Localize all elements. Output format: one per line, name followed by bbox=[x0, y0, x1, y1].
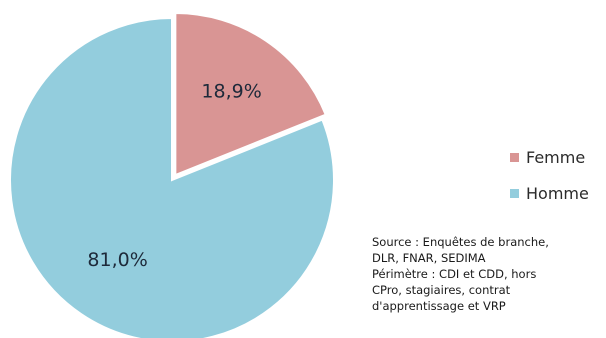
legend-item-homme: Homme bbox=[510, 181, 589, 205]
legend-swatch-homme bbox=[510, 188, 519, 198]
scope-note-line: d'apprentissage et VRP bbox=[372, 299, 506, 313]
data-label-femme: 18,9% bbox=[201, 80, 261, 102]
legend: Femme Homme bbox=[510, 145, 589, 217]
source-note: Source : Enquêtes de branche, DLR, FNAR,… bbox=[372, 234, 604, 314]
legend-swatch-femme bbox=[510, 152, 519, 162]
scope-note-line: CPro, stagiaires, contrat bbox=[372, 283, 511, 297]
pie-slice-femme bbox=[174, 12, 327, 177]
scope-note-line: Périmètre : CDI et CDD, hors bbox=[372, 267, 537, 281]
legend-label-femme: Femme bbox=[526, 147, 586, 167]
source-note-line: Source : Enquêtes de branche, bbox=[372, 235, 549, 249]
legend-item-femme: Femme bbox=[510, 145, 589, 169]
pie-slices bbox=[9, 12, 335, 338]
pie-slice-homme bbox=[9, 16, 335, 338]
pie-data-labels: 18,9% 81,0% bbox=[87, 80, 261, 271]
legend-label-homme: Homme bbox=[526, 183, 589, 203]
source-note-line: DLR, FNAR, SEDIMA bbox=[372, 251, 486, 265]
data-label-homme: 81,0% bbox=[87, 249, 147, 271]
